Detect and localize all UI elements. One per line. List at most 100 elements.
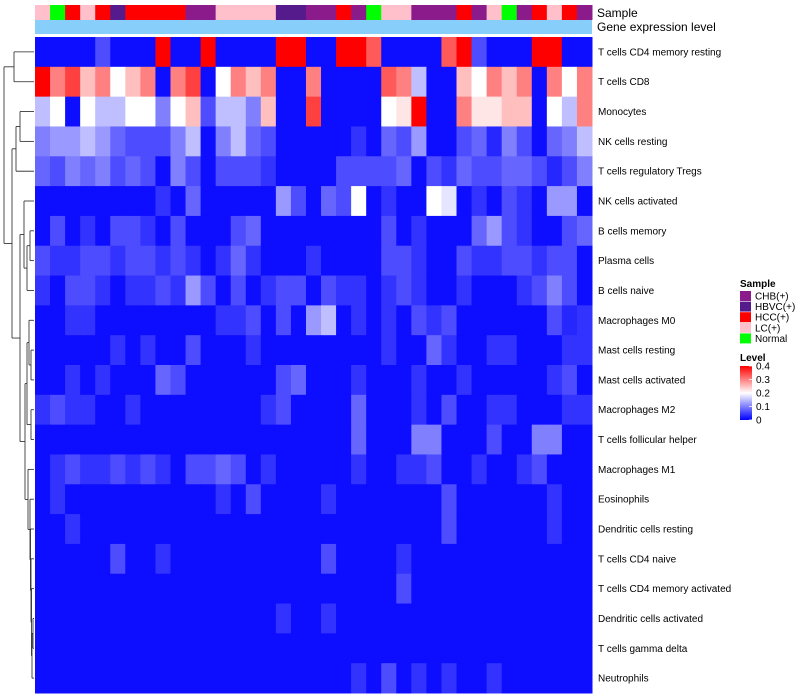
heatmap-cell: [561, 335, 578, 366]
sample-track-cell: [396, 5, 412, 20]
heatmap-cell: [576, 275, 593, 306]
heatmap-cell: [396, 215, 412, 247]
heatmap-cell: [245, 603, 262, 634]
heatmap-cell: [336, 424, 352, 455]
heatmap-cell: [546, 275, 563, 306]
row-label: NK cells resting: [598, 137, 667, 148]
heatmap-cell: [366, 66, 382, 98]
sample-legend-label: LC(+): [755, 323, 780, 334]
heatmap-cell: [215, 514, 232, 545]
heatmap-cell: [95, 66, 111, 98]
heatmap-cell: [260, 663, 277, 694]
heatmap-cell: [65, 156, 81, 187]
heatmap-cell: [396, 514, 412, 545]
heatmap-cell: [531, 37, 548, 68]
heatmap-cell: [125, 573, 141, 605]
heatmap-cell: [215, 633, 232, 664]
heatmap-cell: [200, 275, 217, 306]
heatmap-cell: [200, 573, 217, 605]
heatmap-cell: [351, 454, 367, 485]
heatmap-cell: [215, 275, 232, 306]
heatmap-cell: [305, 126, 322, 157]
heatmap-cell: [80, 543, 96, 575]
heatmap-cell: [366, 335, 382, 366]
heatmap-cell: [215, 215, 232, 247]
heatmap-cell: [140, 126, 156, 157]
row-label: Mast cells activated: [598, 375, 685, 386]
heatmap-cell: [531, 66, 548, 98]
heatmap-cell: [501, 365, 518, 396]
heatmap-cell: [35, 245, 51, 277]
sample-track-cell: [471, 5, 488, 20]
heatmap-cell: [546, 96, 563, 127]
heatmap-cell: [411, 305, 427, 336]
heatmap-cell: [185, 663, 202, 694]
heatmap-cell: [576, 96, 593, 127]
heatmap-cell: [381, 186, 397, 217]
heatmap-cell: [35, 454, 51, 485]
heatmap-cell: [65, 335, 81, 366]
heatmap-cell: [441, 66, 458, 98]
heatmap-cell: [185, 365, 202, 396]
heatmap-cell: [561, 454, 578, 485]
level-tick-label: 0.3: [756, 375, 770, 386]
heatmap-cell: [245, 37, 262, 68]
heatmap-cell: [561, 365, 578, 396]
heatmap-cell: [170, 186, 187, 217]
heatmap-cell: [336, 186, 352, 217]
heatmap-cell: [230, 484, 247, 515]
heatmap-cell: [351, 335, 367, 366]
heatmap-cell: [501, 394, 518, 426]
heatmap-cell: [366, 215, 382, 247]
heatmap-cell: [260, 305, 277, 336]
sample-track-cell: [50, 5, 66, 20]
heatmap-cell: [155, 215, 171, 247]
heatmap-cell: [471, 215, 488, 247]
heatmap-cell: [35, 96, 51, 127]
heatmap-cell: [80, 66, 96, 98]
heatmap-cell: [275, 245, 292, 277]
heatmap-cell: [200, 454, 217, 485]
heatmap-cell: [200, 365, 217, 396]
heatmap-cell: [155, 484, 171, 515]
heatmap-cells: [35, 37, 593, 694]
heatmap-cell: [396, 37, 412, 68]
heatmap-cell: [381, 365, 397, 396]
heatmap-cell: [546, 394, 563, 426]
heatmap-cell: [95, 454, 111, 485]
heatmap-cell: [50, 573, 66, 605]
heatmap-cell: [290, 514, 307, 545]
heatmap-cell: [501, 514, 518, 545]
heatmap-cell: [245, 245, 262, 277]
heatmap-cell: [230, 394, 247, 426]
heatmap-cell: [471, 186, 488, 217]
heatmap-cell: [441, 186, 458, 217]
heatmap-cell: [125, 514, 141, 545]
level-legend-title: Level: [740, 353, 766, 364]
sample-legend-swatch: [740, 301, 751, 312]
heatmap-cell: [245, 275, 262, 306]
heatmap-cell: [95, 663, 111, 694]
heatmap-cell: [230, 245, 247, 277]
heatmap-cell: [80, 305, 96, 336]
heatmap-cell: [381, 394, 397, 426]
heatmap-cell: [170, 215, 187, 247]
heatmap-cell: [396, 424, 412, 455]
heatmap-cell: [366, 514, 382, 545]
heatmap-cell: [80, 37, 96, 68]
sample-track-cell: [456, 5, 473, 20]
sample-legend-label: Normal: [755, 334, 787, 345]
heatmap-cell: [321, 156, 337, 187]
heatmap-cell: [486, 335, 503, 366]
sample-track-cell: [351, 5, 367, 20]
heatmap-cell: [336, 484, 352, 515]
heatmap-cell: [456, 215, 473, 247]
heatmap-cell: [65, 305, 81, 336]
heatmap-cell: [275, 186, 292, 217]
heatmap-cell: [110, 424, 126, 455]
sample-track-cell: [155, 5, 171, 20]
heatmap-cell: [486, 96, 503, 127]
heatmap-cell: [561, 543, 578, 575]
heatmap-cell: [170, 633, 187, 664]
heatmap-cell: [486, 484, 503, 515]
